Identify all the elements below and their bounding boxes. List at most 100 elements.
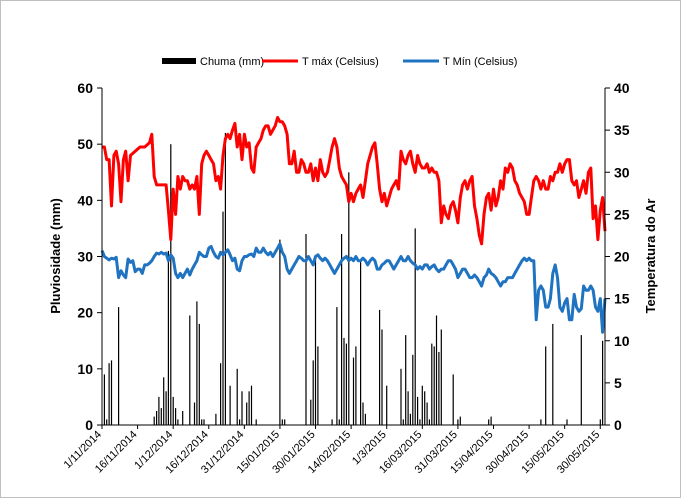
- rain-bar-40: [312, 360, 314, 425]
- rain-bar-30: [241, 391, 243, 425]
- rain-bar-75: [440, 329, 442, 425]
- rain-bar-49: [348, 172, 350, 426]
- rain-bar-1: [106, 419, 108, 425]
- rain-bar-26: [224, 132, 226, 425]
- rain-bar-82: [545, 346, 547, 425]
- rain-bar-28: [236, 368, 238, 425]
- rainfall-bars: [103, 132, 604, 426]
- rain-bar-45: [338, 419, 340, 425]
- y-right-tick-label: 40: [614, 80, 630, 96]
- rain-bar-76: [452, 374, 454, 425]
- y-left-tick-label: 0: [85, 417, 93, 433]
- rain-bar-70: [428, 419, 430, 425]
- rain-bar-16: [182, 411, 184, 425]
- rain-bar-7: [158, 396, 160, 425]
- rain-bar-36: [281, 419, 283, 425]
- y-left-tick-label: 20: [77, 305, 93, 321]
- rain-bar-42: [317, 346, 319, 425]
- y-left-tick-label: 60: [77, 80, 93, 96]
- y-right-tick-label: 25: [614, 206, 630, 222]
- rain-bar-84: [566, 419, 568, 425]
- rain-bar-64: [414, 228, 416, 425]
- tmin-line: [100, 242, 607, 334]
- rain-bar-77: [457, 419, 459, 425]
- rain-bar-9: [163, 377, 165, 425]
- rain-bar-5: [153, 416, 155, 425]
- rain-bar-11: [167, 250, 169, 425]
- rain-bar-20: [198, 323, 200, 425]
- legend-label-chuma-mm: Chuma (mm): [200, 56, 264, 68]
- rain-bar-10: [165, 391, 167, 425]
- rain-bar-68: [424, 391, 426, 425]
- rain-bar-29: [239, 419, 241, 425]
- rain-bar-50: [352, 357, 355, 425]
- rain-bar-59: [402, 419, 404, 425]
- rain-bar-15: [177, 419, 179, 425]
- y-left-tick-label: 50: [77, 136, 93, 152]
- rain-bar-33: [250, 385, 253, 425]
- rain-bar-86: [599, 419, 601, 425]
- y-right-tick-label: 5: [614, 375, 622, 391]
- rain-bar-8: [160, 408, 162, 425]
- y-right-tick-label: 15: [614, 291, 630, 307]
- rain-bar-60: [405, 335, 407, 425]
- y-axis-left-title: Pluviosidade (mm): [48, 198, 63, 314]
- rain-bar-37: [284, 419, 286, 425]
- rain-bar-32: [248, 391, 250, 425]
- legend-swatch-chuma-mm: [162, 58, 196, 64]
- legend: Chuma (mm) T máx (Celsius) T Mín (Celsius): [162, 56, 517, 68]
- legend-label-t-m-x-celsius: T máx (Celsius): [302, 56, 379, 68]
- rain-bar-34: [255, 419, 257, 425]
- rain-bar-47: [343, 337, 345, 425]
- rain-bar-4: [118, 307, 120, 425]
- rain-bar-83: [552, 323, 554, 425]
- rain-bar-27: [229, 385, 231, 425]
- rain-bar-35: [279, 239, 281, 425]
- y-right-tick-label: 20: [614, 249, 630, 265]
- rain-bar-56: [381, 329, 383, 425]
- rain-bar-72: [433, 346, 435, 425]
- rain-bar-66: [419, 419, 421, 425]
- rain-bar-41: [314, 256, 317, 425]
- rain-bar-61: [407, 391, 409, 425]
- temperature-lines: [100, 116, 607, 334]
- rain-bar-62: [409, 413, 411, 425]
- rain-bar-43: [331, 419, 333, 425]
- rain-bar-71: [431, 343, 433, 425]
- rain-bar-21: [201, 419, 203, 425]
- legend-label-t-m-n-celsius: T Mín (Celsius): [443, 56, 517, 68]
- rain-bar-31: [246, 402, 248, 425]
- rain-bar-80: [490, 416, 492, 425]
- y-right-tick-label: 10: [614, 333, 630, 349]
- rain-bar-23: [215, 413, 217, 425]
- rain-bar-12: [170, 144, 172, 425]
- y-left-tick-label: 40: [77, 192, 93, 208]
- rain-bar-19: [196, 301, 198, 425]
- rain-bar-73: [435, 315, 438, 425]
- rain-bar-38: [305, 234, 307, 425]
- rain-bar-22: [203, 419, 205, 425]
- rain-bar-39: [310, 399, 312, 425]
- rain-bar-55: [379, 309, 381, 425]
- rain-bar-58: [400, 368, 402, 425]
- rain-bar-46: [341, 234, 343, 425]
- tmax-line: [102, 116, 607, 246]
- y-right-tick-label: 0: [614, 417, 622, 433]
- rain-bar-51: [355, 346, 357, 425]
- rain-bar-53: [362, 402, 364, 425]
- y-right-tick-label: 35: [614, 122, 630, 138]
- rain-bar-78: [459, 416, 461, 425]
- rain-bar-13: [172, 396, 174, 425]
- y-axis-right-title: Temperatura do Ar: [643, 199, 658, 314]
- rain-bar-24: [220, 363, 222, 425]
- rain-bar-0: [103, 374, 105, 425]
- y-left-tick-label: 30: [77, 249, 93, 265]
- rain-bar-25: [222, 211, 224, 425]
- rain-bar-63: [412, 354, 414, 425]
- rain-bar-74: [438, 352, 440, 425]
- rain-bar-6: [156, 411, 158, 425]
- rain-bar-65: [417, 396, 419, 425]
